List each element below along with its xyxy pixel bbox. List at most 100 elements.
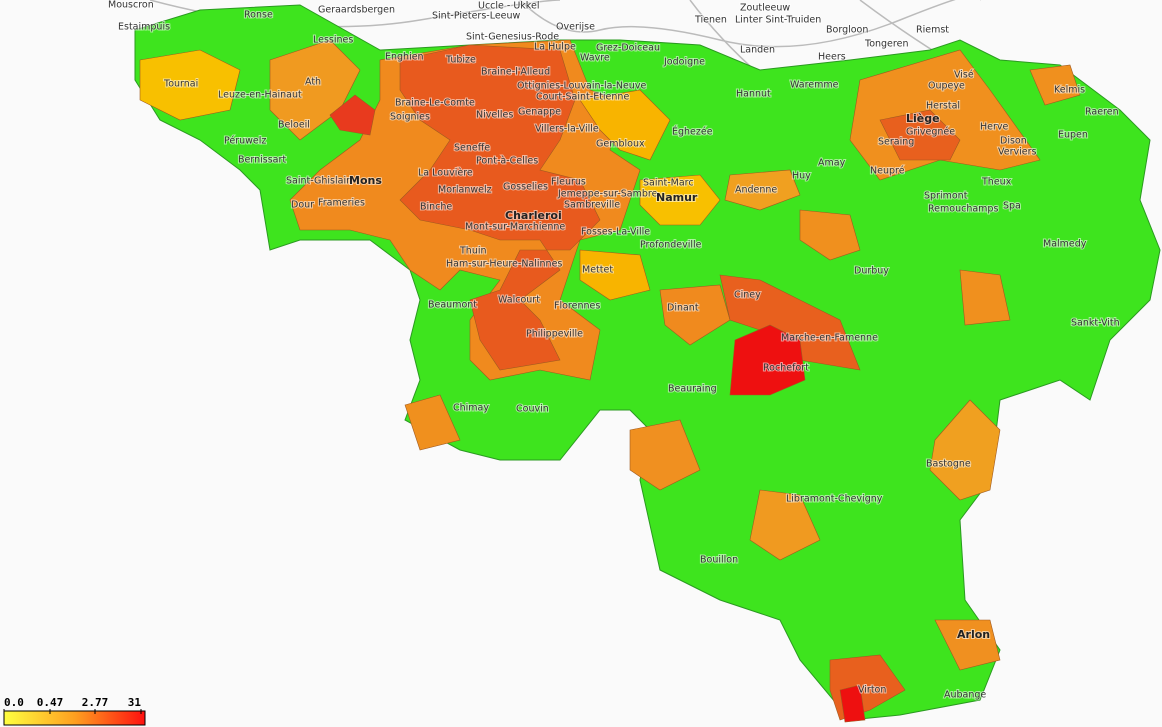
place-label: Tienen (694, 15, 727, 26)
legend-bar (3, 710, 146, 726)
place-label: Bastogne (926, 459, 971, 470)
place-label: Chimay (453, 403, 489, 414)
place-label: Durbuy (854, 266, 889, 277)
place-label: Ronse (244, 10, 273, 21)
place-label: Seraing (878, 137, 914, 148)
place-label: Overijse (556, 22, 595, 33)
place-label: Mont-sur-Marchienne (465, 222, 565, 233)
place-label: Genappe (518, 107, 561, 118)
place-label: Bouillon (700, 555, 738, 566)
place-label: Couvin (516, 404, 549, 415)
place-label: Philippeville (526, 329, 583, 340)
place-label: Waremme (790, 80, 839, 91)
place-label: Ham-sur-Heure-Nalinnes (446, 259, 562, 270)
place-label: Charleroi (505, 209, 562, 222)
place-label: Kelmis (1054, 85, 1085, 96)
place-label: Éghezée (672, 126, 713, 138)
place-label: Marche-en-Famenne (781, 333, 878, 344)
place-label: Theux (981, 177, 1012, 188)
place-label: Eupen (1058, 130, 1088, 141)
place-label: Sint-Pieters-Leeuw (432, 11, 521, 22)
place-label: Ottignies-Louvain-la-Neuve (517, 81, 646, 92)
place-label: Morlanwelz (438, 185, 492, 196)
place-label: Malmedy (1043, 239, 1087, 250)
place-label: Péruwelz (224, 136, 266, 147)
place-label: Herstal (926, 101, 960, 112)
place-label: Uccle - Ukkel (478, 1, 539, 12)
place-label: Tubize (445, 55, 476, 66)
place-label: La Hulpe (534, 42, 576, 53)
choropleth-areas (139, 39, 1081, 723)
legend-tick-label: 0.47 (37, 696, 64, 709)
place-label: Bernissart (238, 155, 286, 166)
place-label: Leuze-en-Hainaut (218, 90, 302, 101)
place-label: Estaimpuis (118, 22, 170, 33)
place-label: Rochefort (763, 363, 809, 374)
legend-tick-label: 0.0 (4, 696, 24, 709)
place-label: Pont-à-Celles (476, 156, 538, 167)
place-label: Nivelles (476, 110, 513, 121)
place-label: Heers (818, 52, 846, 63)
place-label: Huy (792, 171, 811, 182)
place-label: Profondeville (640, 240, 702, 251)
place-label: Wavre (580, 53, 610, 64)
place-label: Dison (1000, 136, 1027, 147)
place-label: Florennes (554, 301, 600, 312)
place-label: Seneffe (454, 143, 490, 154)
place-label: Geraardsbergen (318, 5, 395, 16)
place-label: Mouscron (108, 0, 154, 11)
place-label: Libramont-Chevigny (786, 494, 883, 505)
place-label: Namur (656, 191, 698, 204)
place-label: Remouchamps (928, 204, 998, 215)
place-label: Sambreville (564, 200, 620, 211)
place-label: Oupeye (928, 81, 965, 92)
place-label: Mons (349, 174, 382, 187)
place-label: Binche (420, 202, 452, 213)
place-label: Tongeren (864, 39, 908, 50)
place-label: Walcourt (498, 295, 540, 306)
place-label: Enghien (385, 52, 424, 63)
place-label: Saint-Ghislain (286, 176, 352, 187)
place-label: Saint-Marc (643, 178, 694, 189)
place-label: Andenne (735, 185, 777, 196)
place-label: Raeren (1085, 107, 1119, 118)
place-label: Virton (858, 685, 886, 696)
place-label: Riemst (916, 25, 949, 36)
place-label: Linter Sint-Truiden (735, 15, 821, 26)
place-label: Arlon (957, 628, 990, 641)
place-label: Villers-la-Ville (535, 124, 599, 135)
place-label: Borgloon (826, 25, 868, 36)
place-label: Thuin (459, 246, 487, 257)
place-label: Hannut (736, 89, 771, 100)
place-label: Dinant (667, 303, 699, 314)
legend-tick-label: 31 (128, 696, 142, 709)
place-label: Mettet (582, 265, 613, 276)
place-label: Verviers (998, 147, 1037, 158)
place-label: Soignies (390, 112, 430, 123)
place-label: Aubange (944, 690, 986, 701)
place-label: Sankt-Vith (1071, 318, 1120, 329)
place-label: Tournai (163, 79, 198, 90)
place-label: Jemeppe-sur-Sambre (557, 189, 658, 200)
place-label: Lessines (313, 35, 353, 46)
place-label: Gosselies (503, 182, 548, 193)
place-label: Liège (906, 112, 940, 125)
place-label: La Louvière (418, 168, 473, 179)
place-label: Frameries (318, 198, 365, 209)
place-label: Braine-Le-Comte (395, 98, 475, 109)
place-label: Jodoigne (663, 57, 705, 68)
place-label: Fosses-La-Ville (581, 227, 650, 238)
place-label: Grez-Doiceau (596, 43, 660, 54)
place-label: Beauraing (668, 384, 717, 395)
legend-tick-label: 2.77 (82, 696, 109, 709)
place-label: Sprimont (924, 191, 968, 202)
place-label: Landen (740, 45, 775, 56)
place-label: Sint-Genesius-Rode (466, 32, 559, 43)
place-label: Fleurus (551, 177, 586, 188)
place-label: Ciney (734, 290, 761, 301)
place-label: Gembloux (596, 139, 645, 150)
place-label: Spa (1003, 201, 1021, 212)
place-label: Zoutleeuw (740, 3, 790, 14)
place-label: Beaumont (428, 300, 477, 311)
